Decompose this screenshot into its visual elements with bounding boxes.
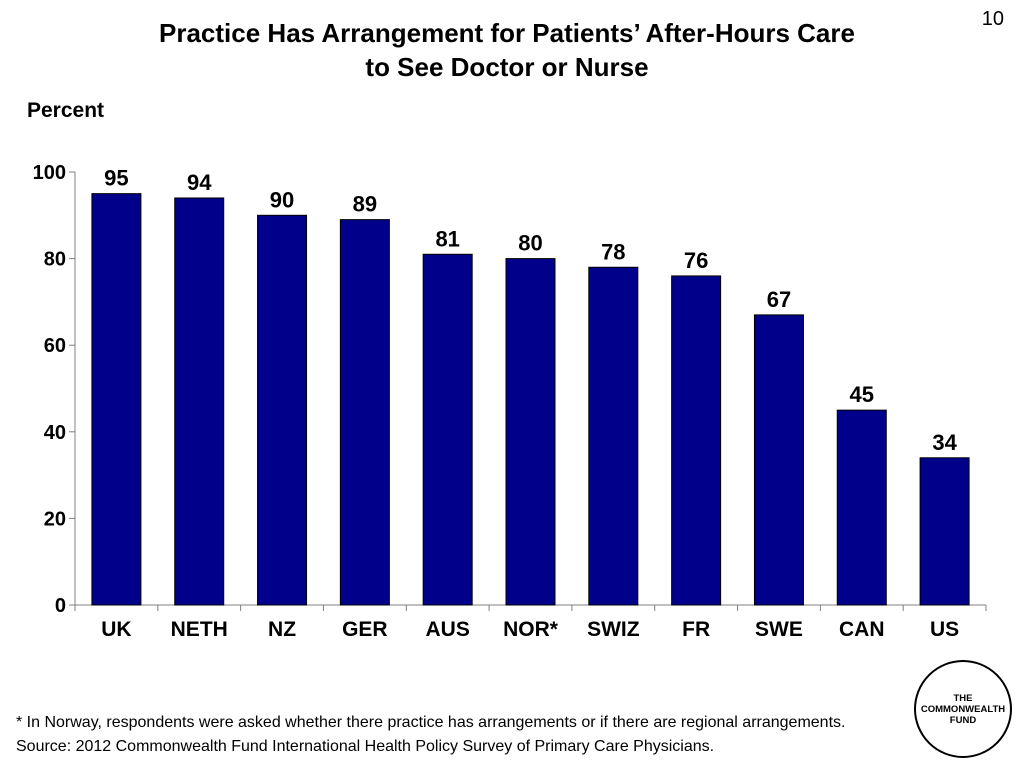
y-tick-label: 40 xyxy=(44,422,66,444)
y-tick-label: 0 xyxy=(55,595,66,617)
chart-title-line-1: Practice Has Arrangement for Patients’ A… xyxy=(159,18,855,48)
x-category-label: SWIZ xyxy=(587,618,640,641)
chart-title: Practice Has Arrangement for Patients’ A… xyxy=(0,16,1014,84)
x-category-label: NOR* xyxy=(503,618,559,641)
x-category-label: GER xyxy=(342,618,388,641)
bar-swiz xyxy=(588,266,639,606)
logo-line-3: FUND xyxy=(949,714,977,726)
bar-value-label: 78 xyxy=(601,239,625,264)
x-category-label: AUS xyxy=(426,618,470,641)
footnote: * In Norway, respondents were asked whet… xyxy=(16,714,846,731)
bar-chart: 0 20 40 60 80 100 95 UK 94 NETH 90 NZ 89 GER 81 AUS 80 NO… xyxy=(33,162,987,641)
bar-value-label: 67 xyxy=(767,287,791,312)
y-tick-label: 20 xyxy=(44,508,66,530)
x-category-label: SWE xyxy=(755,618,803,641)
y-tick-label: 100 xyxy=(33,162,66,184)
bar-nz xyxy=(257,214,308,606)
x-category-label: US xyxy=(930,618,959,641)
bar-swe xyxy=(753,314,804,606)
chart-title-line-2: to See Doctor or Nurse xyxy=(365,52,649,82)
x-category-label: NZ xyxy=(268,618,296,641)
bar-neth xyxy=(174,197,225,606)
x-category-label: UK xyxy=(101,618,131,641)
logo-line-2: COMMONWEALTH xyxy=(920,703,1006,715)
bar-ger xyxy=(339,219,390,606)
bar-value-label: 90 xyxy=(270,187,294,212)
y-axis-unit-label: Percent xyxy=(27,99,105,122)
y-tick-label: 80 xyxy=(44,249,66,271)
bar-value-label: 94 xyxy=(187,170,212,195)
y-tick-label: 60 xyxy=(44,335,66,357)
x-category-label: CAN xyxy=(839,618,885,641)
source-note: Source: 2012 Commonwealth Fund Internati… xyxy=(16,738,715,755)
bar-nor xyxy=(505,258,556,606)
x-category-label: NETH xyxy=(171,618,228,641)
bar-value-label: 34 xyxy=(932,430,957,455)
bar-value-label: 95 xyxy=(104,166,128,191)
bar-value-label: 45 xyxy=(850,382,874,407)
logo-line-1: THE xyxy=(953,692,973,704)
bar-value-label: 80 xyxy=(518,231,542,256)
slide-number: 10 xyxy=(981,8,1004,30)
bar-fr xyxy=(671,275,722,606)
bar-uk xyxy=(91,193,142,606)
bar-us xyxy=(919,457,970,606)
commonwealth-fund-logo: THE COMMONWEALTH FUND xyxy=(914,660,1012,758)
bar-aus xyxy=(422,253,473,606)
x-category-label: FR xyxy=(682,618,710,641)
bar-value-label: 89 xyxy=(353,192,377,217)
bar-value-label: 76 xyxy=(684,248,708,273)
bar-value-label: 81 xyxy=(435,226,459,251)
bar-can xyxy=(836,409,887,606)
